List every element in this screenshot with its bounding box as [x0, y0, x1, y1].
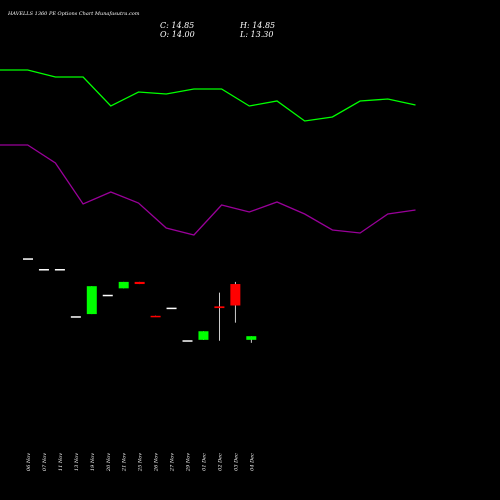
high-value: H: 14.85 [240, 21, 276, 30]
x-tick-label: 29 Nov [186, 453, 192, 472]
candle-body [198, 331, 209, 340]
x-tick-label: 11 Nov [58, 453, 64, 471]
candle-body [134, 281, 145, 285]
candle-body [246, 336, 257, 340]
candle-body [54, 269, 65, 271]
x-tick-label: 25 Nov [138, 453, 144, 472]
x-tick-label: 19 Nov [90, 453, 96, 471]
x-tick-label: 21 Nov [122, 453, 128, 472]
x-tick-label: 04 Dec [249, 453, 255, 471]
candle-body [150, 315, 161, 318]
x-tick-label: 01 Dec [201, 453, 207, 471]
candle-body [214, 306, 225, 309]
x-tick-label: 20 Nov [106, 453, 112, 472]
chart-title: HAVELLS 1360 PE Options Chart Munafasutr… [8, 11, 140, 17]
candles-group [23, 258, 257, 343]
candle-body [70, 316, 81, 318]
candle-body [182, 340, 193, 342]
x-tick-label: 13 Nov [74, 453, 80, 471]
x-tick-label: 02 Dec [217, 453, 223, 471]
candle-body [166, 307, 177, 310]
x-tick-label: 06 Nov [26, 453, 32, 471]
close-value: C: 14.85 [160, 21, 195, 30]
candle-body [23, 258, 33, 260]
candle-body [118, 281, 129, 289]
open-value: O: 14.00 [160, 30, 195, 39]
x-tick-label: 07 Nov [42, 453, 48, 471]
upper-indicator-line [0, 69, 416, 122]
candle-body [102, 294, 113, 297]
lower-indicator-line [0, 144, 416, 236]
x-tick-label: 27 Nov [170, 453, 176, 472]
candle-body [38, 269, 49, 271]
candle-body [230, 284, 241, 306]
x-axis-ticks: 06 Nov 07 Nov 11 Nov 13 Nov 19 Nov 20 Nov 21 N… [26, 453, 255, 472]
x-tick-label: 03 Dec [233, 453, 239, 471]
candle-body [86, 286, 97, 315]
low-value: L: 13.30 [240, 30, 274, 39]
x-tick-label: 26 Nov [154, 453, 160, 472]
